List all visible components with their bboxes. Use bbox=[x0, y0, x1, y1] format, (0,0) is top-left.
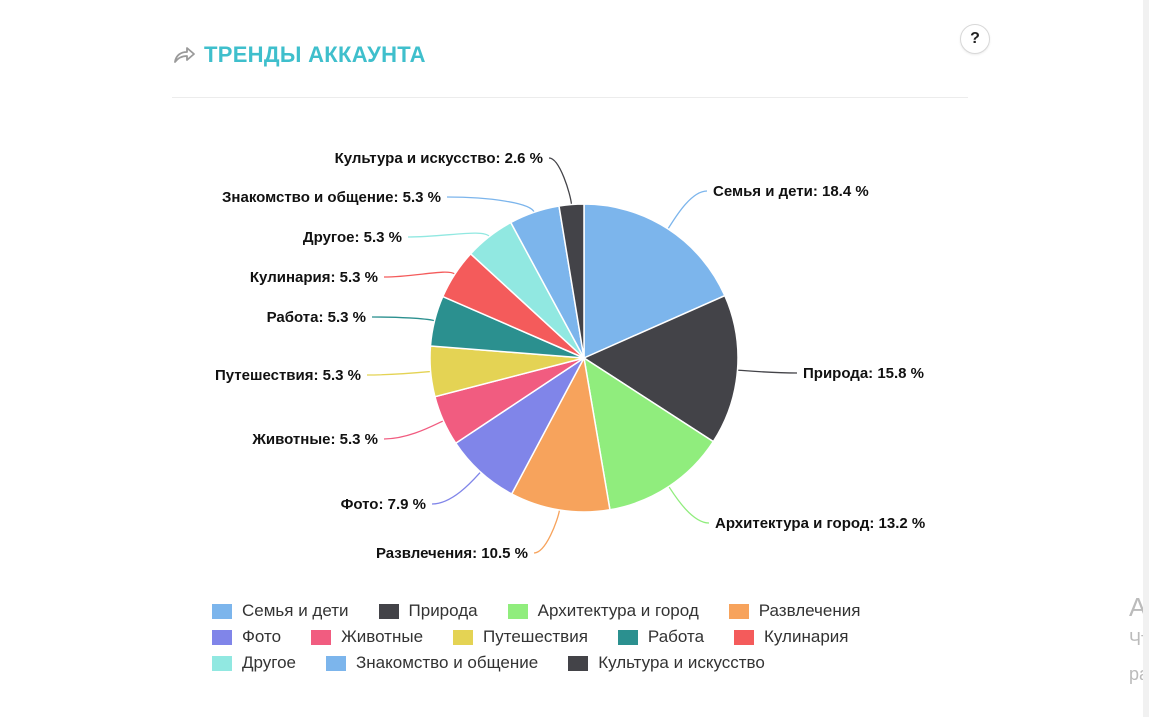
pie-slice-культура-и-искусство[interactable] bbox=[558, 203, 585, 359]
legend-swatch bbox=[728, 603, 749, 619]
legend-label: Развлечения bbox=[758, 601, 861, 620]
legend-label: Природа bbox=[408, 601, 478, 620]
connector-путешествия bbox=[366, 370, 431, 376]
legend-item-развлечения[interactable]: Развлечения bbox=[728, 601, 861, 621]
legend-row: Фото Животные Путешествия Работа Кулинария bbox=[212, 624, 972, 650]
legend-item-семья-и-дети[interactable]: Семья и дети bbox=[212, 601, 349, 621]
data-label-природа: Природа: 15.8 % bbox=[803, 365, 924, 382]
connector-животные bbox=[383, 420, 444, 440]
pie-slices bbox=[429, 203, 739, 513]
legend-label: Животные bbox=[341, 627, 424, 646]
legend-swatch bbox=[311, 629, 332, 645]
legend-item-знакомство-и-общение[interactable]: Знакомство и общение bbox=[326, 653, 538, 673]
legend-item-фото[interactable]: Фото bbox=[212, 627, 281, 647]
legend-row: Семья и дети Природа Архитектура и город Ра… bbox=[212, 598, 972, 624]
legend-swatch bbox=[507, 603, 528, 619]
legend-label: Знакомство и общение bbox=[356, 653, 539, 672]
legend-label: Другое bbox=[242, 653, 297, 672]
share-arrow-icon bbox=[174, 47, 195, 63]
legend-item-культура-и-искусство[interactable]: Культура и искусство bbox=[568, 653, 765, 673]
header-divider bbox=[172, 97, 968, 98]
legend-label: Семья и дети bbox=[242, 601, 349, 620]
data-label-работа: Работа: 5.3 % bbox=[267, 309, 366, 326]
legend-swatch bbox=[617, 629, 638, 645]
page-scroll-edge bbox=[1143, 0, 1149, 717]
legend-swatch bbox=[326, 655, 347, 671]
data-label-кулинария: Кулинария: 5.3 % bbox=[250, 269, 378, 286]
data-label-развлечения: Развлечения: 10.5 % bbox=[376, 545, 528, 562]
data-label-семья-и-дети: Семья и дети: 18.4 % bbox=[713, 183, 869, 200]
legend-item-архитектура-и-город[interactable]: Архитектура и город bbox=[507, 601, 699, 621]
legend-label: Кулинария bbox=[764, 627, 849, 646]
cutoff-text-2: Чт bbox=[1129, 629, 1143, 649]
data-label-фото: Фото: 7.9 % bbox=[341, 496, 426, 513]
connector-работа bbox=[371, 316, 435, 322]
pie-slice-природа[interactable] bbox=[582, 294, 739, 443]
data-label-другое: Другое: 5.3 % bbox=[303, 229, 402, 246]
legend-label: Работа bbox=[647, 627, 705, 646]
cutoff-text-1: А bbox=[1129, 592, 1147, 622]
legend-item-кулинария[interactable]: Кулинария bbox=[734, 627, 848, 647]
data-label-животные: Животные: 5.3 % bbox=[251, 431, 378, 448]
connector-семья-и-дети bbox=[667, 190, 708, 230]
legend-label: Архитектура и город bbox=[537, 601, 699, 620]
legend-item-работа[interactable]: Работа bbox=[617, 627, 705, 647]
legend-label: Путешествия bbox=[483, 627, 588, 646]
legend-swatch bbox=[212, 629, 232, 645]
data-label-путешествия: Путешествия: 5.3 % bbox=[215, 367, 361, 384]
card-title: ТРЕНДЫ АККАУНТА bbox=[204, 42, 426, 67]
data-label-знакомство-и-общение: Знакомство и общение: 5.3 % bbox=[222, 189, 441, 206]
help-icon: ? bbox=[970, 30, 980, 47]
help-button[interactable]: ? bbox=[960, 24, 990, 54]
legend-item-путешествия[interactable]: Путешествия bbox=[453, 627, 588, 647]
legend-item-животные[interactable]: Животные bbox=[311, 627, 423, 647]
connector-знакомство-и-общение bbox=[446, 196, 535, 213]
data-label-архитектура-и-город: Архитектура и город: 13.2 % bbox=[715, 515, 925, 532]
legend-label: Культура и искусство bbox=[598, 653, 765, 672]
legend-swatch bbox=[568, 655, 589, 671]
connector-другое bbox=[407, 232, 490, 238]
legend-swatch bbox=[453, 629, 474, 645]
card-header: ТРЕНДЫ АККАУНТА bbox=[172, 42, 426, 68]
cutoff-text-3: ра bbox=[1129, 664, 1143, 684]
connector-кулинария bbox=[383, 271, 456, 278]
legend-item-природа[interactable]: Природа bbox=[378, 601, 478, 621]
legend-swatch bbox=[734, 629, 755, 645]
connector-фото bbox=[431, 471, 481, 505]
legend-label: Фото bbox=[242, 627, 282, 646]
pie-slice-развлечения[interactable] bbox=[510, 355, 611, 513]
pie-slice-семья-и-дети[interactable] bbox=[583, 203, 726, 360]
legend-row: Другое Знакомство и общение Культура и иск… bbox=[212, 650, 972, 676]
connector-природа bbox=[737, 369, 798, 374]
pie-data-labels: Семья и дети: 18.4 % Природа: 15.8 % Архит… bbox=[215, 150, 925, 562]
connector-развлечения bbox=[533, 509, 561, 554]
legend-swatch bbox=[212, 603, 232, 619]
data-label-культура-и-искусство: Культура и искусство: 2.6 % bbox=[335, 150, 543, 167]
connector-культура-и-искусство bbox=[548, 157, 573, 205]
legend-item-другое[interactable]: Другое bbox=[212, 653, 296, 673]
chart-legend: Семья и дети Природа Архитектура и город Ра… bbox=[212, 598, 972, 676]
pie-slice-архитектура-и-город[interactable] bbox=[582, 356, 715, 511]
connector-архитектура-и-город bbox=[668, 486, 710, 524]
pie-connectors bbox=[366, 157, 798, 554]
legend-swatch bbox=[378, 603, 399, 619]
legend-swatch bbox=[212, 655, 232, 671]
